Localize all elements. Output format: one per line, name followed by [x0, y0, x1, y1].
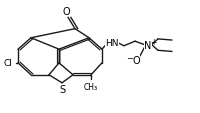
Text: Cl: Cl	[3, 59, 12, 68]
Text: O: O	[62, 7, 70, 17]
Text: S: S	[59, 84, 65, 94]
Text: HN: HN	[105, 39, 119, 47]
Text: CH₃: CH₃	[84, 82, 98, 91]
Text: +: +	[150, 38, 156, 46]
Text: N: N	[144, 40, 152, 50]
Text: −: −	[126, 54, 133, 62]
Text: O: O	[132, 55, 140, 65]
